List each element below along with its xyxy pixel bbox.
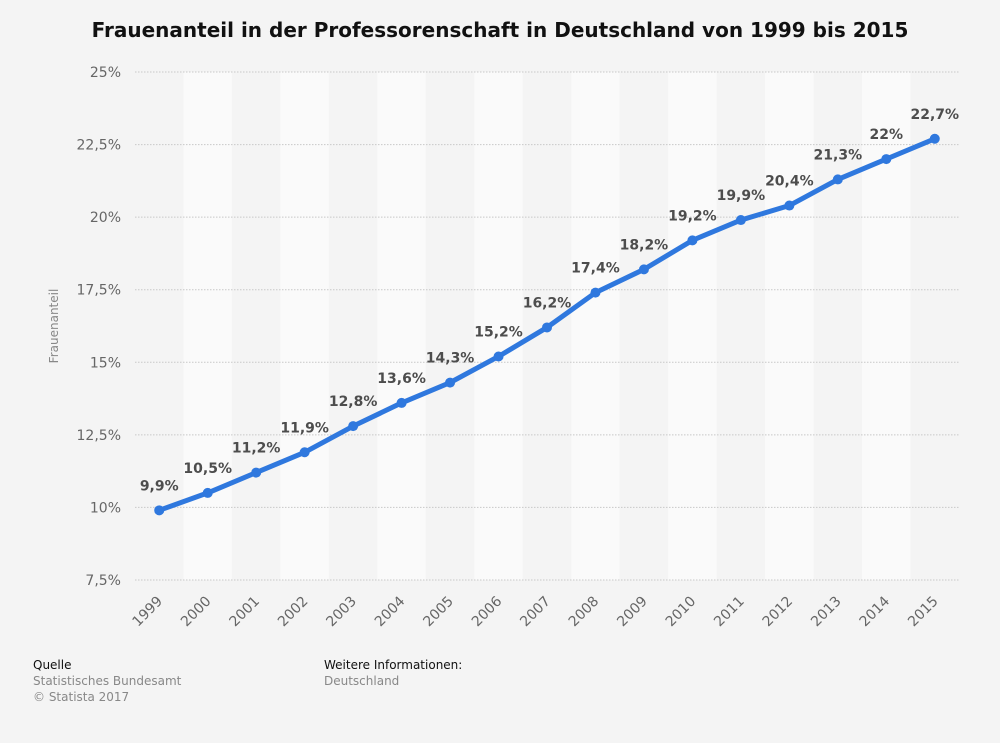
x-tick-label: 2014 bbox=[857, 593, 894, 630]
data-label: 20,4% bbox=[765, 174, 814, 190]
data-label: 16,2% bbox=[523, 295, 572, 311]
data-label: 22,7% bbox=[910, 107, 959, 123]
y-tick-label: 15% bbox=[90, 355, 121, 371]
x-tick-label: 2005 bbox=[420, 594, 457, 631]
line-chart: 7,5% 10% 12,5% 15% 17,5% 20% 22,5% 25% Frauenant… bbox=[47, 65, 959, 631]
source-name[interactable]: Statistisches Bundesamt bbox=[33, 674, 182, 688]
data-label: 10,5% bbox=[183, 461, 232, 477]
data-point[interactable] bbox=[832, 174, 843, 185]
info-heading: Weitere Informationen: bbox=[324, 658, 463, 672]
data-label: 11,2% bbox=[232, 441, 281, 457]
data-point[interactable] bbox=[202, 487, 213, 498]
plot-band bbox=[474, 72, 523, 580]
data-point[interactable] bbox=[348, 421, 359, 432]
plot-band bbox=[619, 72, 669, 580]
x-tick-label: 2001 bbox=[226, 594, 263, 631]
x-tick-label: 2008 bbox=[566, 594, 603, 631]
plot-band bbox=[813, 72, 863, 580]
copyright-text: © Statista 2017 bbox=[33, 690, 130, 704]
data-point[interactable] bbox=[299, 447, 310, 458]
x-tick-label: 1999 bbox=[130, 594, 167, 631]
data-label: 19,9% bbox=[717, 188, 766, 204]
data-label: 13,6% bbox=[377, 371, 426, 387]
x-tick-label: 2009 bbox=[614, 594, 651, 631]
data-label: 21,3% bbox=[814, 147, 863, 163]
y-tick-label: 17,5% bbox=[77, 283, 121, 299]
data-point[interactable] bbox=[493, 351, 504, 362]
plot-band bbox=[183, 72, 232, 580]
x-tick-label: 2004 bbox=[372, 593, 409, 630]
plot-band bbox=[280, 72, 329, 580]
plot-band bbox=[231, 72, 281, 580]
source-heading: Quelle bbox=[33, 658, 72, 672]
data-point[interactable] bbox=[784, 200, 795, 211]
data-point[interactable] bbox=[154, 505, 165, 516]
y-tick-label: 12,5% bbox=[77, 428, 121, 444]
data-point[interactable] bbox=[929, 133, 940, 144]
chart-title: Frauenanteil in der Professorenschaft in… bbox=[91, 18, 909, 42]
plot-band bbox=[668, 72, 717, 580]
x-tick-label: 2003 bbox=[323, 594, 360, 631]
data-label: 14,3% bbox=[426, 351, 475, 367]
data-label: 9,9% bbox=[140, 478, 179, 494]
x-tick-label: 2007 bbox=[517, 594, 554, 631]
plot-band bbox=[571, 72, 620, 580]
x-tick-label: 2012 bbox=[760, 594, 797, 631]
data-point[interactable] bbox=[881, 154, 892, 165]
data-point[interactable] bbox=[396, 397, 407, 408]
y-tick-label: 20% bbox=[90, 210, 121, 226]
x-tick-label: 2002 bbox=[275, 594, 312, 631]
data-point[interactable] bbox=[735, 215, 746, 226]
data-point[interactable] bbox=[445, 377, 456, 388]
info-value: Deutschland bbox=[324, 674, 400, 688]
y-tick-label: 22,5% bbox=[77, 138, 121, 154]
x-tick-label: 2000 bbox=[178, 594, 215, 631]
data-point[interactable] bbox=[542, 322, 552, 333]
data-label: 18,2% bbox=[620, 237, 669, 253]
x-tick-label: 2015 bbox=[905, 594, 942, 631]
data-label: 11,9% bbox=[280, 420, 329, 436]
y-tick-label: 7,5% bbox=[85, 573, 121, 589]
data-label: 15,2% bbox=[474, 324, 523, 340]
plot-band bbox=[425, 72, 475, 580]
data-point[interactable] bbox=[687, 235, 698, 246]
data-point[interactable] bbox=[251, 467, 262, 478]
info-block: Weitere Informationen: Deutschland bbox=[324, 657, 462, 689]
plot-band bbox=[910, 72, 959, 580]
source-block: Quelle Statistisches Bundesamt © Statist… bbox=[33, 657, 181, 705]
data-label: 22% bbox=[870, 127, 904, 143]
plot-band bbox=[716, 72, 766, 580]
data-point[interactable] bbox=[590, 287, 601, 298]
plot-band bbox=[765, 72, 814, 580]
data-point[interactable] bbox=[638, 264, 649, 275]
x-tick-label: 2010 bbox=[663, 594, 700, 631]
data-label: 12,8% bbox=[329, 394, 378, 410]
plot-band bbox=[328, 72, 378, 580]
x-tick-label: 2011 bbox=[711, 594, 748, 631]
plot-band bbox=[377, 72, 426, 580]
plot-band bbox=[135, 72, 184, 580]
x-tick-label: 2013 bbox=[808, 594, 845, 631]
x-tick-label: 2006 bbox=[469, 593, 506, 630]
y-tick-label: 25% bbox=[90, 65, 121, 81]
data-label: 19,2% bbox=[668, 208, 717, 224]
y-axis-label: Frauenanteil bbox=[47, 289, 61, 364]
data-label: 17,4% bbox=[571, 261, 620, 277]
plot-band bbox=[862, 72, 911, 580]
y-tick-label: 10% bbox=[90, 500, 121, 516]
